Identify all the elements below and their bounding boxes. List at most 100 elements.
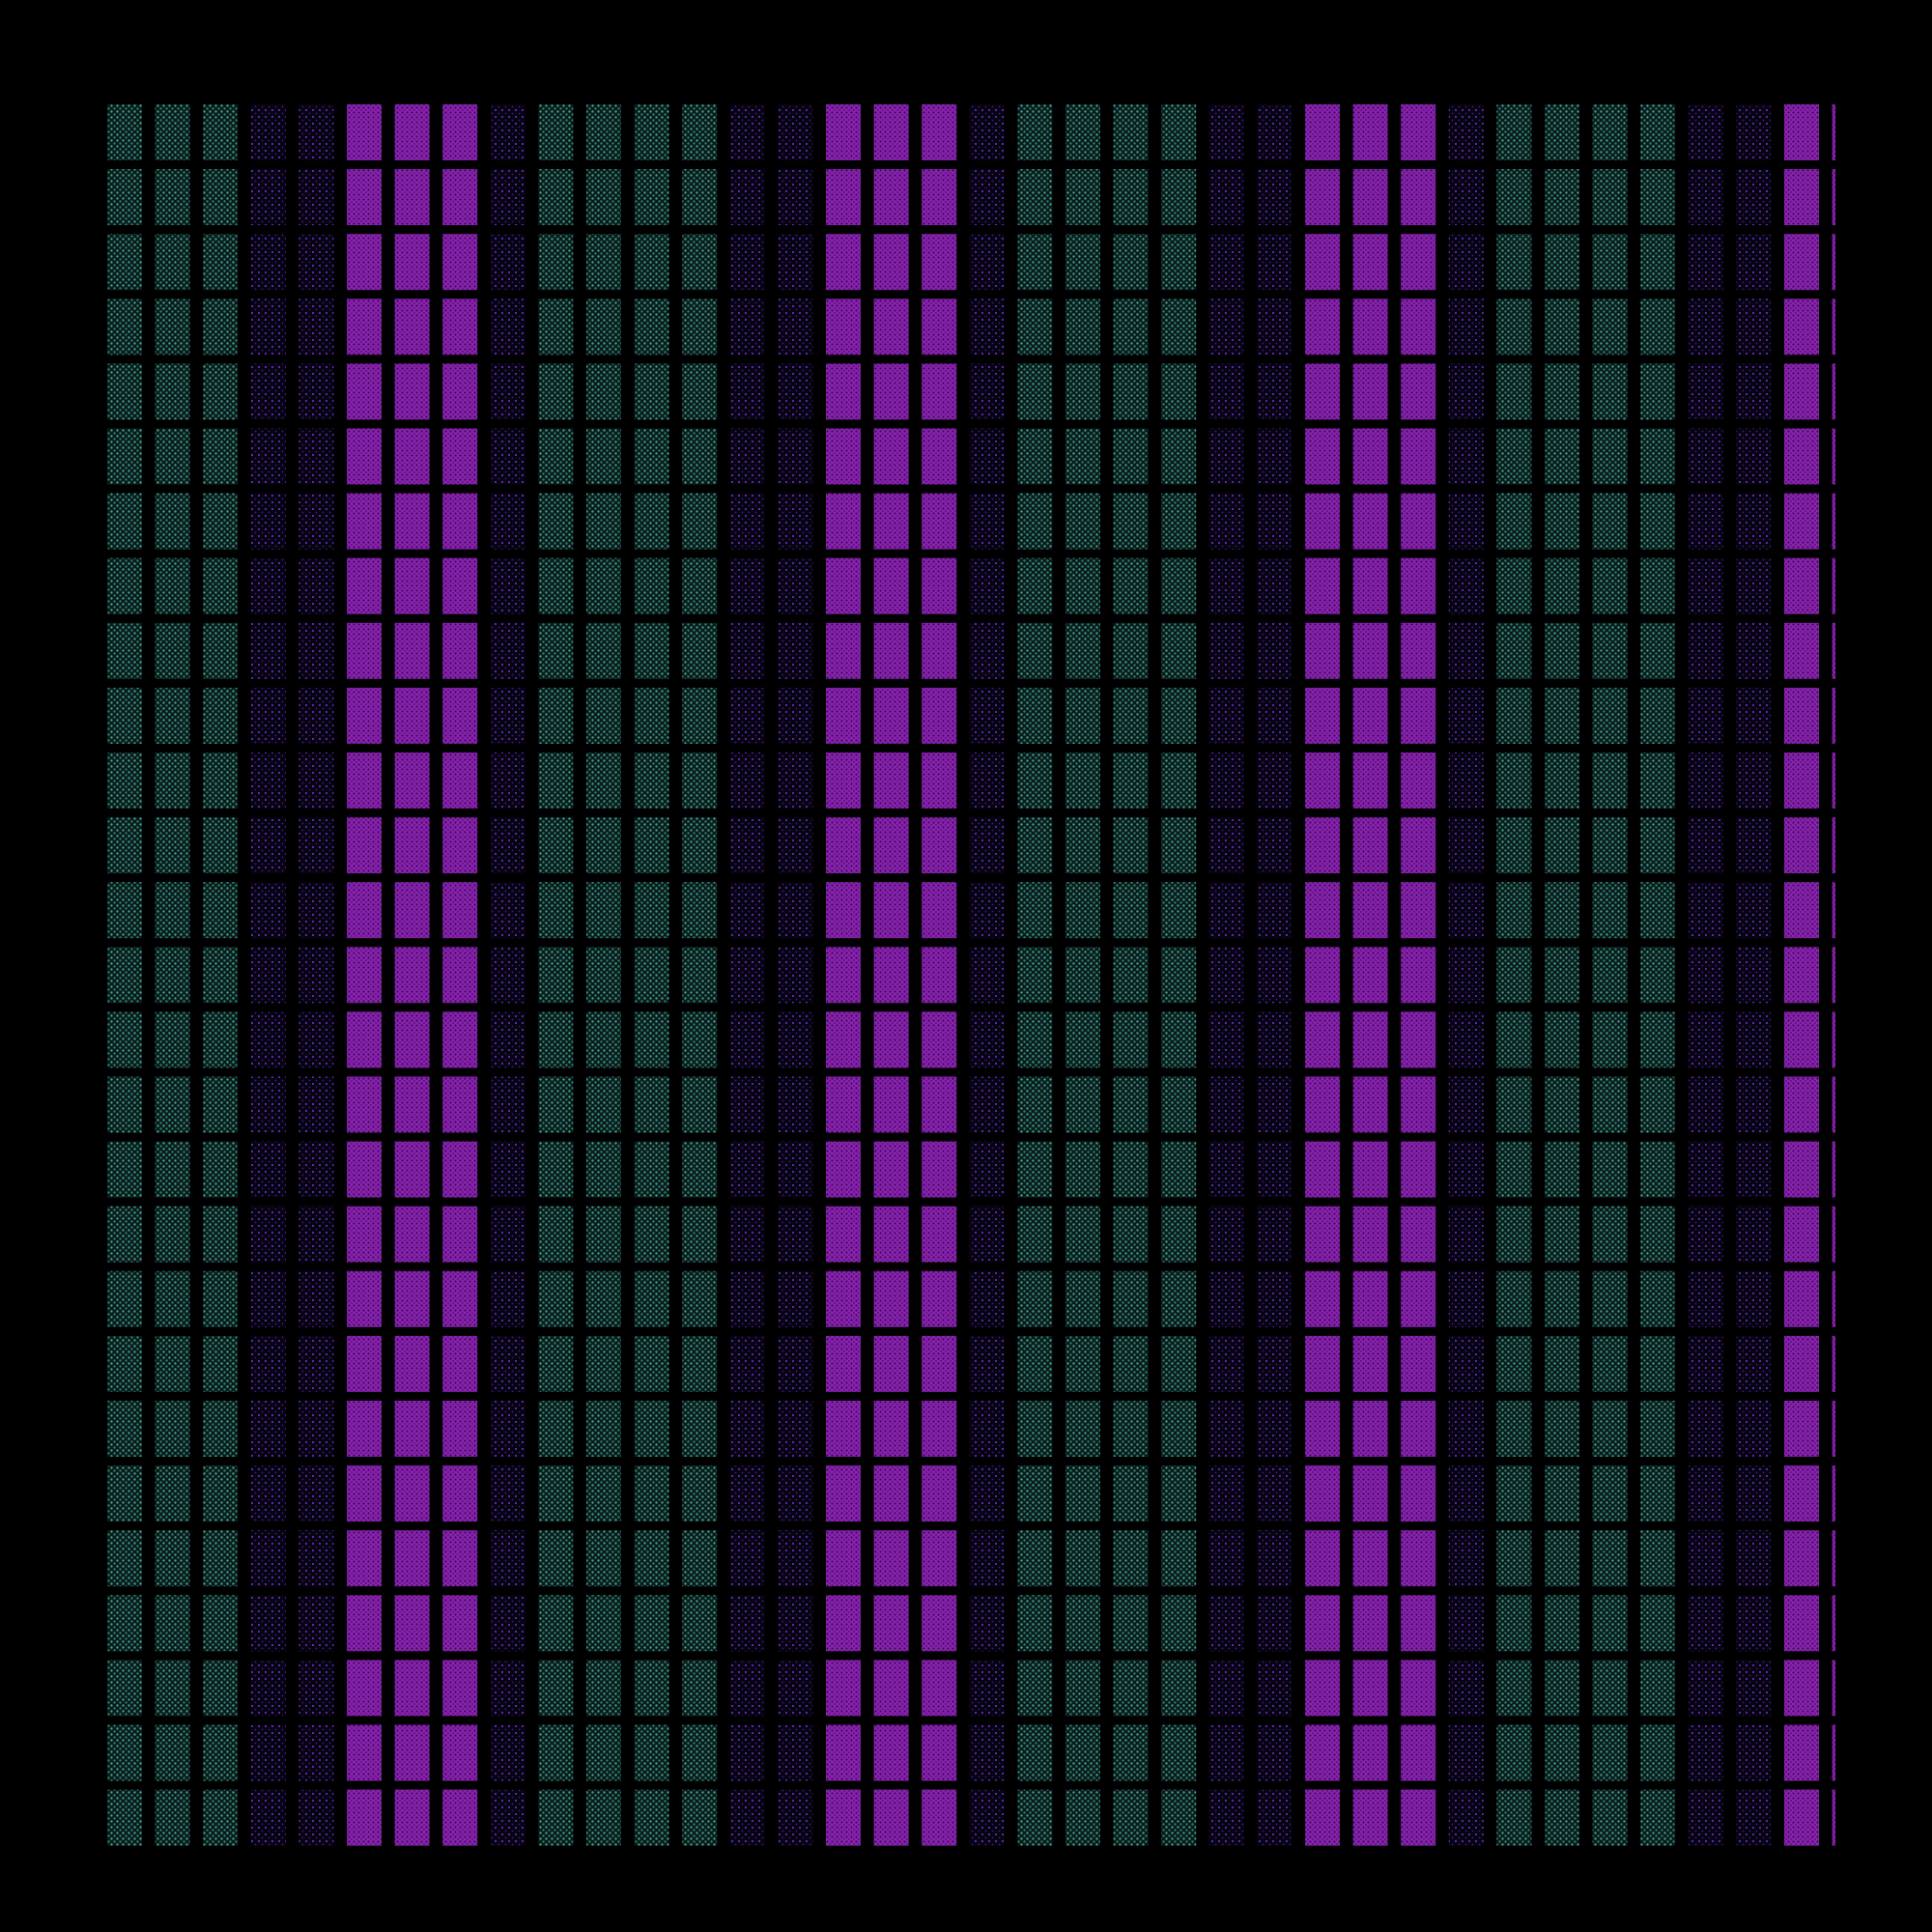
grid-cell-teal <box>1496 1335 1532 1392</box>
grid-cell-teal <box>1065 1335 1100 1392</box>
grid-cell-teal <box>107 1335 142 1392</box>
grid-cell-violet <box>1736 817 1772 874</box>
grid-cell-violet <box>1448 622 1484 679</box>
grid-cell-violet <box>729 493 765 550</box>
grid-cell-teal <box>1496 1076 1532 1133</box>
grid-cell-teal <box>203 1530 239 1587</box>
grid-cell-teal <box>1113 1206 1149 1263</box>
grid-cell-teal <box>155 947 190 1004</box>
grid-cell-violet <box>1257 1076 1293 1133</box>
grid-cell-magenta <box>1401 234 1436 291</box>
grid-cell-teal <box>586 104 621 160</box>
grid-cell-violet <box>298 687 334 744</box>
grid-cell-teal <box>682 493 718 550</box>
grid-cell-teal <box>1017 493 1053 550</box>
grid-cell-magenta <box>873 1789 909 1846</box>
grid-cell-violet <box>1208 622 1244 679</box>
grid-cell-teal <box>538 298 574 355</box>
grid-cell-magenta <box>1352 234 1388 291</box>
grid-cell-teal <box>1017 1141 1053 1198</box>
grid-cell-violet <box>1688 1789 1723 1846</box>
grid-cell-magenta <box>873 687 909 744</box>
grid-cell-teal <box>1640 428 1676 485</box>
grid-cell-teal <box>155 1141 190 1198</box>
grid-cell-magenta <box>1352 622 1388 679</box>
grid-cell-violet <box>729 1660 765 1717</box>
grid-cell-teal <box>1017 1465 1053 1522</box>
grid-cell-teal <box>1017 687 1053 744</box>
grid-cell-teal <box>586 363 621 420</box>
grid-cell-violet <box>490 363 526 420</box>
grid-cell-teal <box>107 1076 142 1133</box>
grid-cell-violet <box>1736 1465 1772 1522</box>
grid-cell-teal <box>155 1465 190 1522</box>
grid-cell-magenta <box>394 947 430 1004</box>
grid-cell-violet <box>1257 1011 1293 1068</box>
grid-cell-violet <box>490 947 526 1004</box>
grid-cell-magenta <box>922 1530 957 1587</box>
grid-cell-magenta <box>826 1206 861 1263</box>
grid-cell-violet <box>969 428 1005 485</box>
grid-cell-teal <box>1161 169 1197 226</box>
grid-cell-teal <box>1017 104 1053 160</box>
grid-cell-teal <box>538 363 574 420</box>
grid-cell-magenta <box>826 234 861 291</box>
grid-cell-magenta <box>347 1530 382 1587</box>
grid-cell-teal <box>1065 1595 1100 1652</box>
grid-cell-teal <box>586 428 621 485</box>
grid-cell-magenta <box>442 1595 478 1652</box>
grid-cell-violet <box>1208 1141 1244 1198</box>
grid-cell-teal <box>1017 882 1053 939</box>
grid-cell-magenta <box>873 1465 909 1522</box>
grid-cell-violet <box>729 687 765 744</box>
grid-cell-violet <box>490 1270 526 1327</box>
grid-cell-violet <box>250 622 286 679</box>
grid-cell-violet <box>778 1011 813 1068</box>
grid-cell-teal <box>1065 817 1100 874</box>
grid-cell-teal <box>107 1465 142 1522</box>
grid-cell-magenta <box>1784 1076 1819 1133</box>
grid-cell-magenta <box>1832 363 1835 420</box>
grid-cell-teal <box>1113 1660 1149 1717</box>
grid-cell-violet <box>1688 1076 1723 1133</box>
grid-cell-teal <box>1017 1660 1053 1717</box>
grid-cell-violet <box>490 1595 526 1652</box>
grid-cell-magenta <box>347 882 382 939</box>
grid-cell-magenta <box>1784 1011 1819 1068</box>
grid-cell-violet <box>778 1401 813 1457</box>
grid-cell-magenta <box>1305 493 1340 550</box>
grid-cell-magenta <box>1305 428 1340 485</box>
grid-cell-teal <box>586 753 621 809</box>
grid-cell-teal <box>1017 169 1053 226</box>
grid-cell-magenta <box>1784 104 1819 160</box>
grid-cell-magenta <box>1401 1076 1436 1133</box>
grid-cell-teal <box>586 1335 621 1392</box>
grid-cell-teal <box>107 1270 142 1327</box>
grid-cell-teal <box>155 169 190 226</box>
grid-cell-teal <box>1640 493 1676 550</box>
grid-cell-teal <box>1113 428 1149 485</box>
grid-cell-magenta <box>826 1789 861 1846</box>
grid-cell-magenta <box>1305 947 1340 1004</box>
grid-cell-teal <box>682 1401 718 1457</box>
grid-cell-teal <box>1161 363 1197 420</box>
grid-cell-magenta <box>826 753 861 809</box>
grid-cell-teal <box>682 1011 718 1068</box>
grid-cell-teal <box>586 557 621 614</box>
grid-cell-violet <box>1736 234 1772 291</box>
grid-cell-teal <box>1496 1141 1532 1198</box>
grid-cell-magenta <box>394 104 430 160</box>
grid-cell-violet <box>1688 1401 1723 1457</box>
grid-cell-violet <box>778 493 813 550</box>
grid-cell-magenta <box>442 882 478 939</box>
grid-cell-teal <box>634 363 669 420</box>
grid-cell-teal <box>682 1530 718 1587</box>
grid-cell-magenta <box>347 1141 382 1198</box>
grid-cell-violet <box>1257 234 1293 291</box>
grid-cell-violet <box>729 947 765 1004</box>
grid-cell-violet <box>490 1724 526 1781</box>
grid-cell-violet <box>1688 1660 1723 1717</box>
grid-cell-violet <box>778 557 813 614</box>
grid-cell-teal <box>682 1789 718 1846</box>
grid-cell-magenta <box>922 1270 957 1327</box>
